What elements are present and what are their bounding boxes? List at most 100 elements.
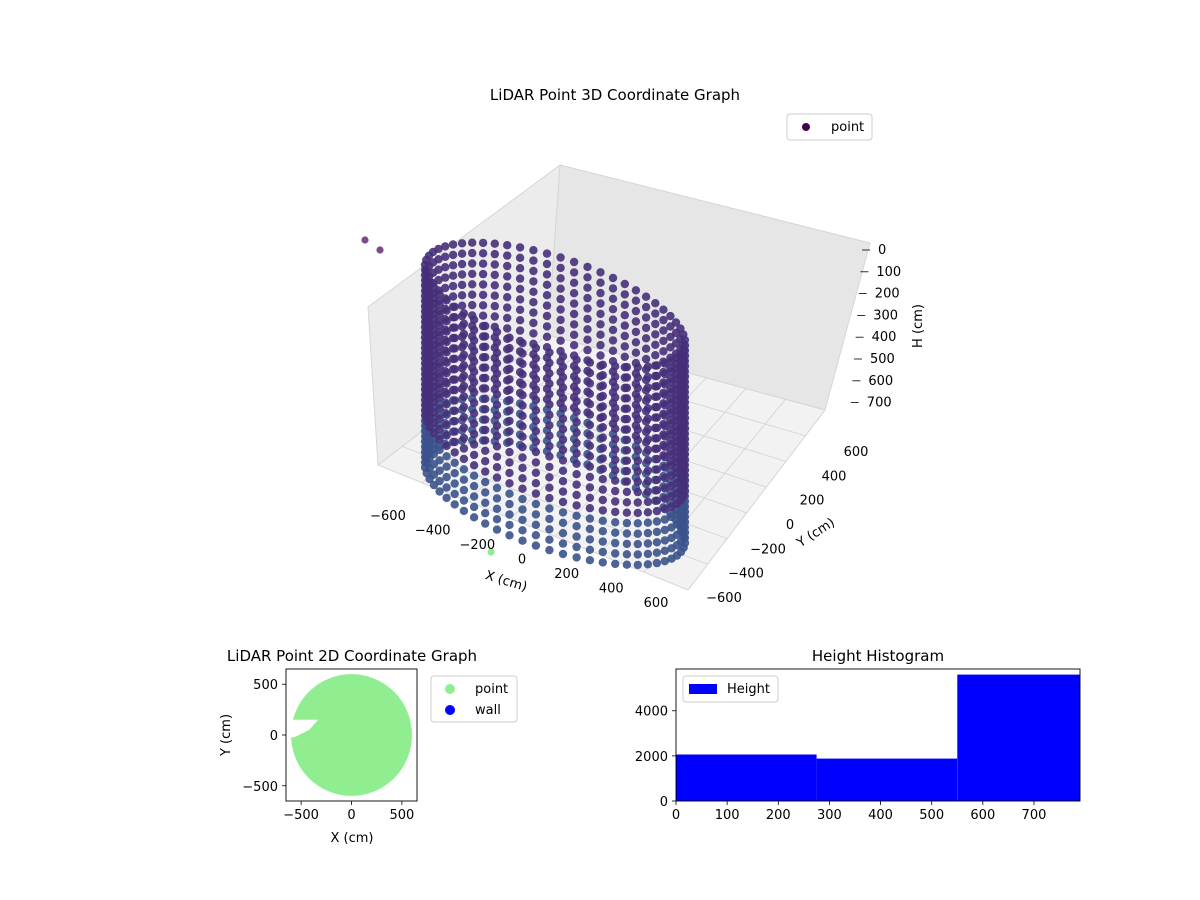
point-3d [481,519,490,528]
point-3d [518,359,527,369]
point-3d [620,352,629,361]
point-3d [596,340,605,350]
point-3d [545,389,554,399]
point-3d [611,486,620,496]
point-3d [598,391,607,401]
point-3d [490,270,499,280]
point-3d [651,330,660,339]
point-3d [450,313,459,322]
point-3d [660,557,669,566]
x-tick-label-3d: 600 [644,596,669,611]
point-3d [531,395,541,405]
point-3d [481,363,490,372]
point-3d [468,238,477,247]
point-3d [652,506,662,516]
y-tick-label-3d: −600 [706,591,742,606]
point-3d [633,550,642,559]
point-3d [505,447,514,457]
point-3d [531,479,541,488]
point-3d [622,414,632,424]
point-3d [633,508,642,518]
point-3d [667,554,676,563]
point-3d [518,463,527,473]
point-3d [450,365,459,374]
point-3d [481,425,490,435]
chart-2d-title: LiDAR Point 2D Coordinate Graph [227,647,477,665]
legend-2d: point wall [430,675,518,723]
point-3d [545,379,554,388]
point-3d [660,401,669,410]
point-3d [596,309,605,319]
point-3d [492,463,502,472]
point-3d [515,326,525,335]
point-3d [490,249,499,259]
point-3d [505,395,514,405]
point-3d [442,316,451,326]
point-3d [556,294,565,304]
point-3d [441,252,450,261]
point-3d [652,392,662,401]
point-3d [481,321,490,331]
y-tick-label-2d: −500 [242,780,278,795]
point-3d [598,433,607,442]
point-3d [448,261,458,270]
point-3d [652,517,662,526]
point-3d [652,548,662,557]
point-3d [469,440,479,449]
point-3d [667,419,676,428]
point-3d [429,283,439,292]
point-3d [631,286,641,295]
point-3d [490,260,499,269]
point-3d [459,402,469,412]
z-tick-label-3d: 700 [867,396,892,411]
point-3d [585,535,595,544]
x-tick-label-hist: 700 [1022,808,1047,823]
point-3d [441,242,450,251]
point-3d [459,361,469,370]
point-3d [611,455,620,465]
point-3d [611,466,620,475]
point-3d [608,336,618,345]
point-3d [442,452,451,461]
point-3d [459,485,469,495]
point-3d [667,512,676,522]
point-3d [442,389,451,399]
point-3d [503,272,512,281]
point-3d [492,369,502,378]
x-tick-label-hist: 0 [672,808,680,823]
point-3d [622,477,632,486]
point-3d [652,434,662,443]
point-3d [457,249,467,258]
point-3d [518,390,527,400]
point-3d [620,342,629,351]
point-3d [631,306,641,316]
legend-3d-marker-point [802,123,810,131]
point-3d [515,264,525,273]
point-3d [667,440,676,449]
point-3d [558,414,568,423]
point-3d [652,413,662,422]
point-3d [660,546,669,555]
point-3d [545,545,554,555]
point-3d [545,493,554,503]
point-3d [651,309,660,318]
point-3d [468,280,477,289]
point-3d [667,388,676,397]
point-3d [435,476,444,486]
point-3d [481,394,490,403]
point-3d [660,453,669,462]
point-3d [643,435,653,444]
point-3d [596,320,605,329]
point-3d [651,299,660,308]
y-tick-label-3d: −200 [750,542,786,557]
point-3d [611,528,620,537]
point-3d [622,560,632,569]
point-3d [558,352,568,361]
point-3d [518,370,527,379]
point-3d [542,291,552,300]
point-3d [505,364,514,374]
point-3d [492,359,502,368]
point-3d [558,518,568,527]
point-3d [598,423,607,432]
point-cloud-2d [286,674,412,796]
